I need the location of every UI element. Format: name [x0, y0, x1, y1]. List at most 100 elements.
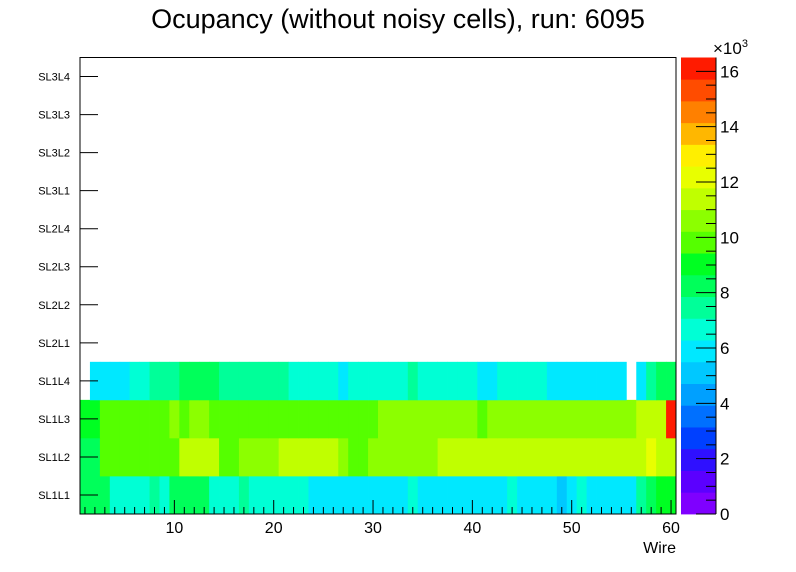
heatmap-cell: [497, 399, 508, 439]
heatmap-cell: [169, 361, 180, 401]
z-tick-label: 8: [720, 284, 729, 303]
heatmap-cell: [129, 437, 140, 477]
heatmap-cell: [99, 475, 111, 515]
heatmap-cell: [298, 399, 309, 439]
heatmap-cell: [646, 475, 657, 515]
heatmap-cell: [199, 361, 210, 401]
heatmap-cell: [219, 399, 230, 439]
color-scale-band: [681, 253, 716, 276]
heatmap-cell: [268, 399, 280, 439]
heatmap-cell: [109, 475, 121, 515]
color-scale-band: [681, 470, 716, 493]
heatmap-cell: [546, 437, 558, 477]
x-tick-label: 30: [364, 520, 382, 537]
heatmap-cell: [378, 475, 389, 515]
heatmap-cell: [536, 399, 548, 439]
heatmap-cell: [566, 437, 578, 477]
heatmap-cell: [576, 475, 587, 515]
heatmap-cell: [318, 437, 329, 477]
heatmap-cell: [358, 437, 369, 477]
heatmap-cell: [517, 399, 528, 439]
heatmap-cell: [397, 361, 409, 401]
x-tick-label: 60: [662, 520, 680, 537]
heatmap-cell: [378, 361, 389, 401]
heatmap-cell: [407, 399, 419, 439]
heatmap-cell: [308, 399, 319, 439]
heatmap-cell: [338, 437, 349, 477]
heatmap-cell: [139, 361, 150, 401]
color-scale-band: [681, 361, 716, 384]
heatmap-cell: [477, 475, 488, 515]
heatmap-cell: [328, 399, 339, 439]
heatmap-cell: [427, 399, 438, 439]
heatmap-cell: [616, 361, 627, 401]
y-tick-label: SL2L3: [38, 262, 70, 274]
x-tick-label: 40: [463, 520, 481, 537]
heatmap-cell: [159, 437, 170, 477]
heatmap-cell: [338, 399, 349, 439]
heatmap-cell: [457, 475, 468, 515]
heatmap-cell: [387, 475, 399, 515]
heatmap-cell: [298, 437, 309, 477]
y-axis: SL1L1 SL1L2 SL1L3 SL1L4 SL2L1 SL2L2 SL2L3 SL2L4…: [38, 72, 98, 502]
heatmap-cell: [616, 437, 627, 477]
heatmap-cell: [229, 361, 240, 401]
heatmap-cell: [348, 399, 359, 439]
y-tick-label: SL3L3: [38, 110, 70, 122]
heatmap-cell: [258, 399, 270, 439]
heatmap-cell: [358, 399, 369, 439]
heatmap-cell: [417, 361, 429, 401]
heatmap-cell: [179, 437, 190, 477]
x-axis: 10 20 30 40 50 60: [84, 500, 680, 537]
y-tick-label: SL1L3: [38, 414, 70, 426]
heatmap-cell: [139, 399, 150, 439]
heatmap-cell: [586, 475, 597, 515]
heatmap-cell: [606, 437, 617, 477]
heatmap-cell: [477, 437, 488, 477]
heatmap-cell: [566, 475, 578, 515]
heatmap-cell: [457, 399, 468, 439]
z-tick-label: 12: [720, 173, 739, 192]
heatmap-cell: [368, 475, 379, 515]
heatmap-cell: [209, 475, 220, 515]
heatmap-cell: [467, 437, 478, 477]
heatmap-cell: [378, 437, 389, 477]
heatmap-cell: [298, 361, 309, 401]
multiplier-base: ×10: [713, 39, 742, 58]
heatmap-cell: [397, 437, 409, 477]
color-scale-band: [681, 144, 716, 167]
heatmap-cell: [517, 475, 528, 515]
heatmap-cell: [248, 475, 260, 515]
heatmap-cell: [497, 475, 508, 515]
heatmap-cell: [99, 361, 111, 401]
heatmap-cell: [229, 475, 240, 515]
heatmap-cell: [149, 361, 160, 401]
heatmap-cell: [666, 437, 677, 477]
color-scale-band: [681, 209, 716, 232]
heatmap-cell: [596, 361, 607, 401]
heatmap-cell: [278, 475, 289, 515]
heatmap-cell: [179, 361, 190, 401]
heatmap-cell: [318, 475, 329, 515]
heatmap-cell: [129, 361, 140, 401]
heatmap-cell: [248, 437, 260, 477]
heatmap-cell: [656, 361, 667, 401]
heatmap-cell: [169, 437, 180, 477]
heatmap-cell: [636, 475, 647, 515]
heatmap-cell: [447, 475, 458, 515]
color-scale-band: [681, 274, 716, 298]
heatmap-cell: [238, 361, 250, 401]
heatmap-cell: [368, 361, 379, 401]
heatmap-cell: [278, 399, 289, 439]
color-scale-band: [681, 340, 716, 363]
heatmap-cell: [368, 437, 379, 477]
heatmap-cell: [109, 437, 121, 477]
heatmap-cell: [596, 437, 607, 477]
heatmap-cell: [149, 475, 160, 515]
heatmap-cell: [636, 437, 647, 477]
heatmap-cell: [189, 361, 200, 401]
heatmap-cell: [308, 437, 319, 477]
heatmap-cell: [219, 475, 230, 515]
heatmap-cell: [129, 399, 140, 439]
heatmap-cell: [268, 361, 280, 401]
